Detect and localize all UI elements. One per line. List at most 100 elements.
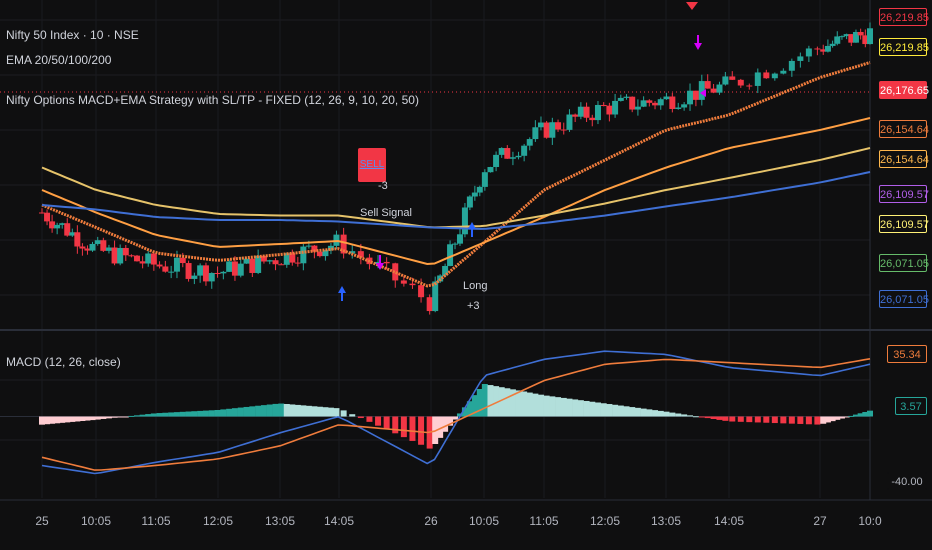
histogram-bar [617, 405, 624, 417]
histogram-bar [780, 416, 787, 424]
candle-body [606, 105, 613, 115]
candle-body [162, 266, 169, 272]
histogram-bar [834, 416, 841, 420]
price-tag[interactable]: 26,176.65 [879, 81, 929, 99]
histogram-bar [173, 412, 180, 417]
candle-body [128, 255, 135, 257]
candle-body [555, 122, 562, 130]
time-tick-label: 14:05 [323, 514, 355, 528]
candle-body [349, 251, 356, 254]
histogram-bar [583, 400, 590, 417]
histogram-bar [145, 414, 152, 417]
candle-body [560, 129, 567, 131]
histogram-bar [162, 412, 169, 417]
candle-body [197, 265, 204, 276]
candle-body [848, 34, 855, 43]
histogram-bar [134, 415, 141, 417]
candle-body [278, 264, 285, 266]
macd-value-tag[interactable]: 3.57 [895, 397, 927, 415]
candle-body [255, 255, 262, 273]
price-tag[interactable]: 26,219.85 [879, 38, 929, 56]
candle-body [481, 172, 488, 187]
histogram-bar [289, 404, 296, 417]
sell-count-label: -3 [378, 180, 388, 192]
candle-body [111, 247, 118, 264]
candle-body [305, 245, 312, 247]
histogram-bar [737, 416, 744, 422]
histogram-bar [442, 416, 449, 432]
price-tag[interactable]: 26,071.05 [879, 254, 929, 272]
signal-markers [338, 2, 706, 301]
candle-body [589, 117, 596, 121]
candle-body [669, 96, 676, 109]
histogram-bar [111, 416, 118, 418]
candle-body [300, 246, 307, 264]
candle-body [202, 265, 209, 282]
histogram-bar [566, 398, 573, 417]
price-tag[interactable]: 26,219.85 [879, 8, 929, 26]
histogram-bar [278, 403, 285, 417]
histogram-bar [669, 412, 676, 417]
histogram-bar [623, 406, 630, 417]
candle-body [283, 253, 290, 265]
histogram-bar [69, 416, 76, 422]
histogram-bar [191, 411, 198, 417]
candle-body [260, 255, 267, 262]
candle-body [829, 43, 836, 46]
histogram-bar [179, 411, 186, 417]
macd-value-tag[interactable]: 35.34 [887, 345, 927, 363]
candle-body [249, 258, 256, 273]
candle-body [44, 212, 51, 222]
strategy-legend[interactable]: Nifty Options MACD+EMA Strategy with SL/… [6, 93, 419, 107]
sell-signal-box[interactable]: SELL [358, 148, 386, 182]
candle-body [272, 260, 279, 265]
price-tag[interactable]: 26,154.64 [879, 120, 929, 138]
macd-value-tag[interactable]: -40.00 [887, 472, 927, 490]
candle-body [862, 35, 869, 45]
histogram-bar [788, 416, 795, 424]
candle-body [537, 122, 544, 128]
candle-body [657, 99, 664, 106]
sell-arrow-icon [376, 255, 384, 270]
symbol-legend[interactable]: Nifty 50 Index · 10 · NSE [6, 28, 139, 42]
histogram-bar [729, 416, 736, 422]
histogram-bar [333, 408, 340, 417]
candle-body [456, 234, 463, 244]
candle-body [737, 79, 744, 86]
candle-body [814, 48, 821, 50]
price-tag[interactable]: 26,109.57 [879, 215, 929, 233]
histogram-bar [44, 416, 51, 425]
histogram-bar [461, 407, 468, 417]
histogram-bar [100, 416, 107, 419]
histogram-bar [521, 391, 528, 417]
histogram-bar [509, 389, 516, 417]
price-tag[interactable]: 26,109.57 [879, 185, 929, 203]
histogram-bar [843, 416, 850, 418]
macd-legend[interactable]: MACD (12, 26, close) [6, 355, 121, 369]
histogram-bar [838, 416, 845, 419]
histogram-bar [243, 406, 250, 417]
histogram-bar [272, 403, 279, 417]
signal-line [41, 358, 871, 471]
candle-body [452, 243, 459, 245]
candle-body [220, 271, 227, 274]
histogram-bar [848, 415, 855, 417]
candle-body [426, 297, 433, 312]
candle-body [179, 257, 186, 264]
candle-body [476, 186, 483, 193]
histogram-bar [675, 413, 682, 417]
candle-body [600, 104, 607, 106]
candle-body [805, 48, 812, 57]
ema-legend[interactable]: EMA 20/50/100/200 [6, 53, 112, 67]
histogram-bar [214, 409, 221, 417]
candle-body [49, 221, 56, 229]
histogram-bar [560, 397, 567, 417]
price-tag[interactable]: 26,154.64 [879, 150, 929, 168]
histogram-bar [657, 410, 664, 417]
candle-body [692, 90, 699, 100]
price-tag[interactable]: 26,071.05 [879, 290, 929, 308]
histogram-bar [852, 414, 859, 417]
candle-body [788, 60, 795, 71]
ema-lines [41, 61, 871, 288]
